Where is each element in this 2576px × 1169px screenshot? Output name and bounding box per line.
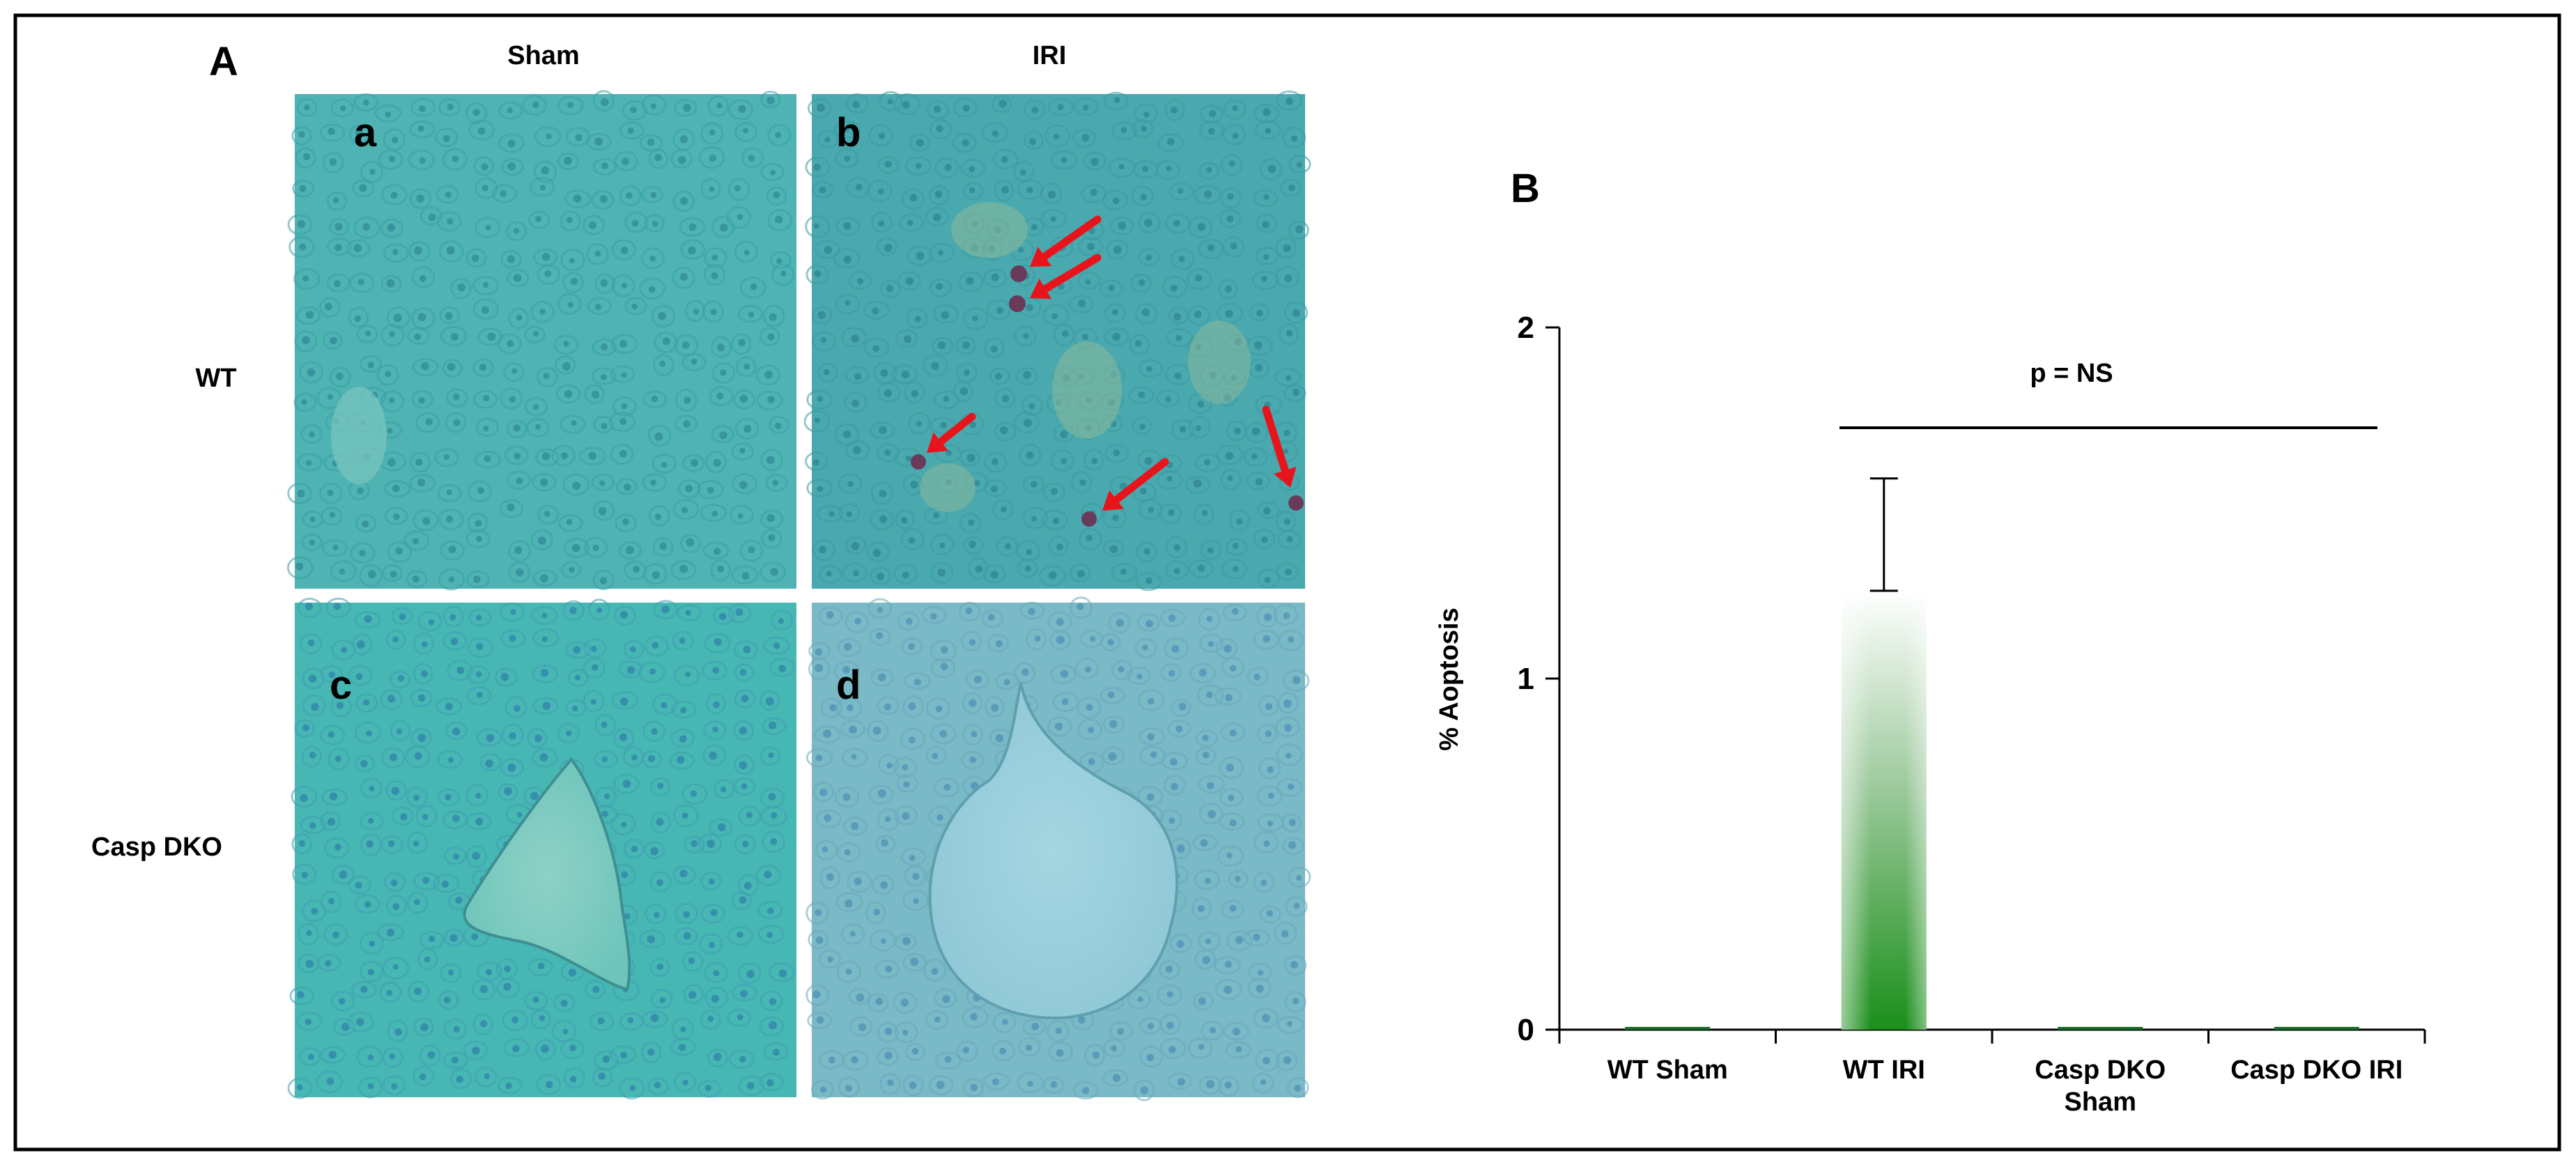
- panel-b-label: B: [1511, 166, 1540, 211]
- central-vein: [928, 682, 1179, 1020]
- row-label-wt: WT: [195, 364, 236, 393]
- red-arrows: [927, 215, 1297, 511]
- y-axis-label: % Aoptosis: [1435, 607, 1464, 751]
- micrograph-tile-c: c: [287, 597, 796, 1100]
- red-arrow: [1030, 215, 1102, 267]
- row-label-casp-dko: Casp DKO: [91, 833, 222, 862]
- bar-chart: 0 1 2 WT Sham WT IRI Casp DKO Sham Casp DKO IR…: [1435, 311, 2426, 1117]
- bar-sheen: [1841, 591, 1927, 1030]
- x-tick-label: WT IRI: [1843, 1055, 1925, 1085]
- apoptotic-nuclei: [911, 265, 1304, 527]
- apoptotic-nucleus: [1010, 265, 1027, 282]
- micrograph-tile-b: b: [803, 90, 1311, 591]
- red-arrow: [1102, 458, 1169, 511]
- micrograph-tile-a: a: [286, 90, 796, 591]
- x-tick-label: WT Sham: [1607, 1055, 1728, 1085]
- red-arrow: [927, 412, 976, 453]
- red-arrow: [1030, 254, 1102, 300]
- apoptotic-nucleus: [1009, 295, 1026, 312]
- column-label-sham: Sham: [507, 41, 579, 70]
- red-arrow: [1262, 405, 1297, 488]
- tile-letter-a: a: [354, 110, 377, 155]
- tile-letter-c: c: [330, 663, 352, 708]
- apoptotic-nucleus: [911, 454, 926, 470]
- micrograph-tile-d: d: [805, 596, 1311, 1101]
- panel-b: B 0 1 2 WT Sham WT IRI Casp DKO Sham Casp DKO …: [1435, 166, 2426, 1117]
- x-tick-label: Casp DKO Sham: [2035, 1055, 2166, 1117]
- panel-a-label: A: [209, 39, 238, 84]
- significance-annotation: p = NS: [2030, 359, 2113, 388]
- tile-letter-d: d: [836, 663, 861, 708]
- apoptotic-nucleus: [1081, 511, 1097, 527]
- apoptotic-nucleus: [1288, 495, 1304, 511]
- y-tick-label: 2: [1518, 311, 1534, 345]
- central-vein: [463, 757, 631, 991]
- tile-letter-b: b: [836, 110, 861, 155]
- x-tick-label: Casp DKO IRI: [2230, 1055, 2403, 1085]
- y-tick-label: 1: [1518, 662, 1534, 696]
- panel-a: A Sham IRI WT Casp DKO a: [91, 39, 1311, 1101]
- column-label-iri: IRI: [1033, 41, 1067, 70]
- y-tick-label: 0: [1518, 1013, 1534, 1047]
- figure-frame: [13, 13, 2561, 1152]
